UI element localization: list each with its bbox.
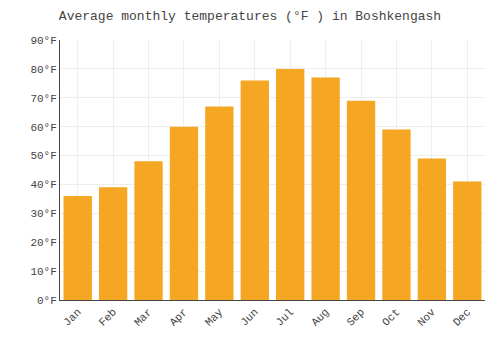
svg-text:Sep: Sep — [345, 306, 367, 328]
svg-text:60°F: 60°F — [30, 122, 56, 134]
svg-text:50°F: 50°F — [30, 150, 56, 162]
svg-text:Dec: Dec — [451, 306, 473, 328]
svg-text:70°F: 70°F — [30, 93, 56, 105]
svg-text:20°F: 20°F — [30, 237, 56, 249]
svg-text:Mar: Mar — [132, 306, 154, 328]
svg-text:Jul: Jul — [274, 306, 296, 328]
svg-text:Jan: Jan — [61, 306, 83, 328]
svg-text:90°F: 90°F — [30, 35, 56, 47]
svg-text:May: May — [203, 306, 226, 329]
svg-text:Jun: Jun — [238, 306, 260, 328]
svg-text:30°F: 30°F — [30, 208, 56, 220]
svg-text:Feb: Feb — [97, 306, 119, 328]
svg-text:Average monthly temperatures (: Average monthly temperatures (°F ) in Bo… — [59, 9, 441, 24]
svg-text:80°F: 80°F — [30, 64, 56, 76]
svg-text:Aug: Aug — [309, 306, 331, 328]
svg-text:10°F: 10°F — [30, 266, 56, 278]
svg-text:40°F: 40°F — [30, 179, 56, 191]
svg-text:Oct: Oct — [380, 306, 402, 328]
svg-text:0°F: 0°F — [37, 295, 57, 307]
svg-text:Apr: Apr — [167, 306, 189, 328]
svg-text:Nov: Nov — [415, 306, 438, 329]
